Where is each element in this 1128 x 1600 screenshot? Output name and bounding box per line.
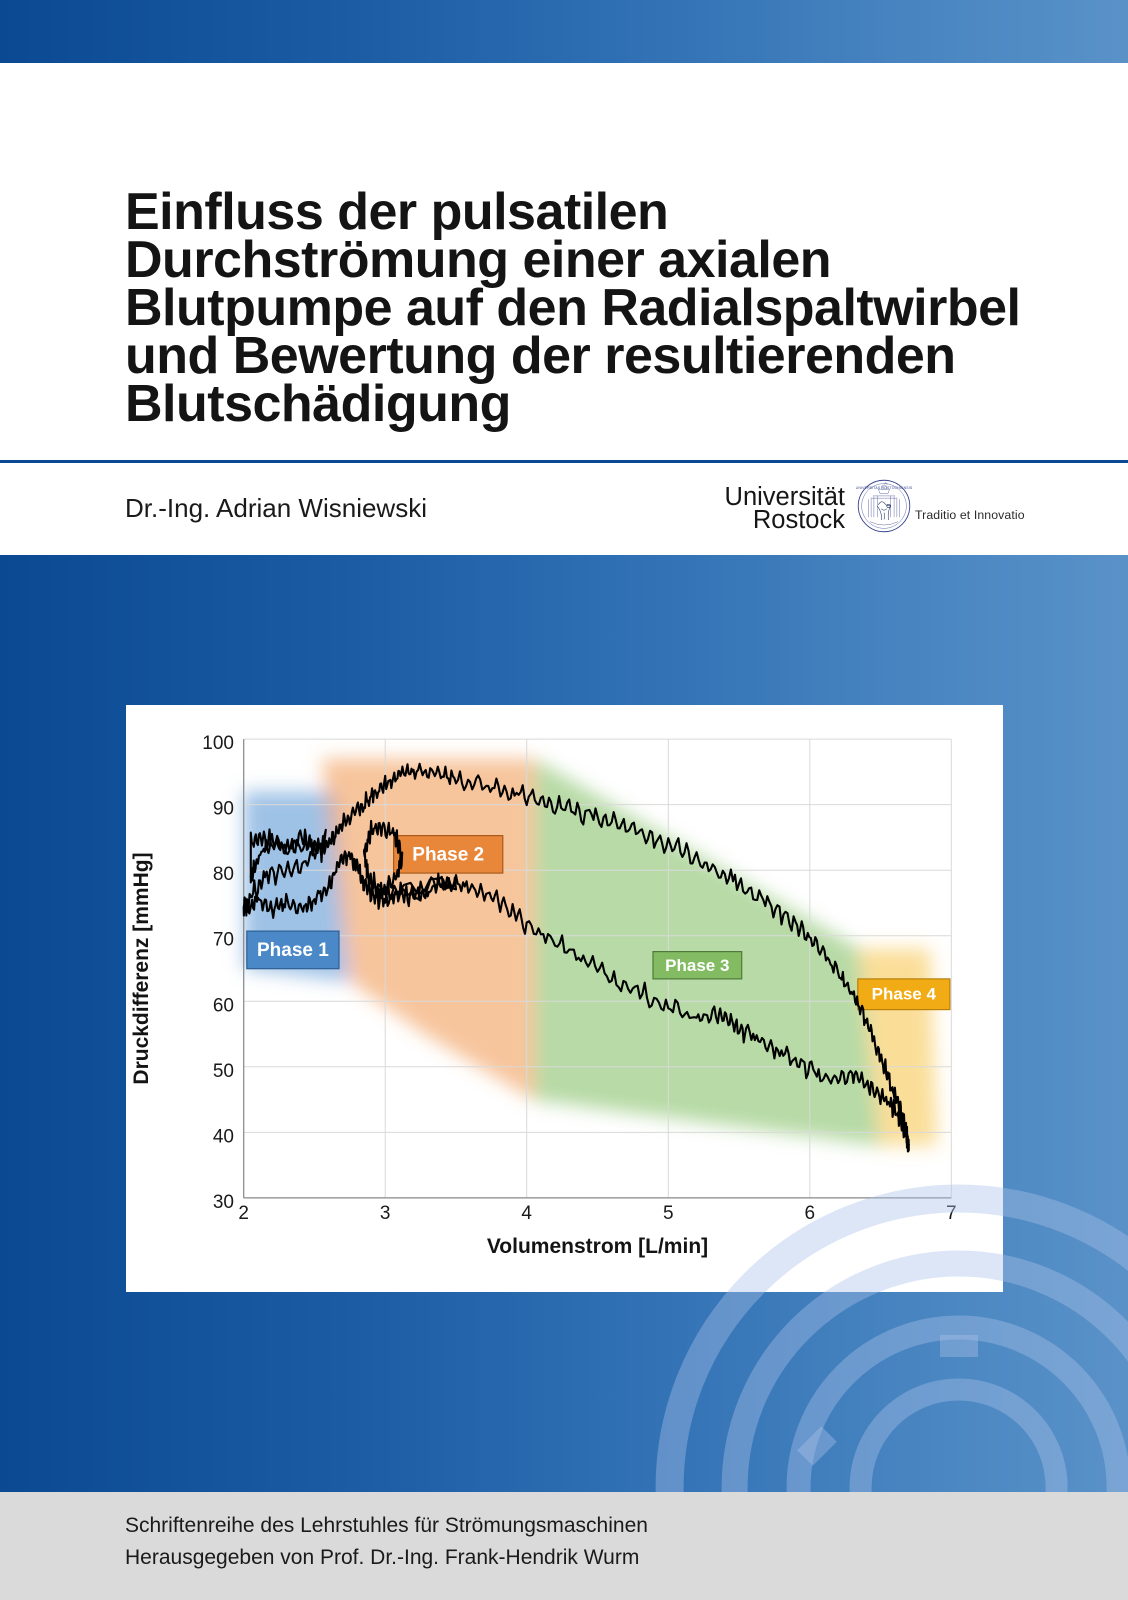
svg-text:7: 7 xyxy=(946,1203,957,1224)
svg-text:5: 5 xyxy=(663,1203,674,1224)
svg-text:Volumenstrom [L/min]: Volumenstrom [L/min] xyxy=(487,1235,708,1258)
svg-text:60: 60 xyxy=(213,995,234,1016)
svg-text:2: 2 xyxy=(238,1203,249,1224)
svg-text:Druckdifferenz [mmHg]: Druckdifferenz [mmHg] xyxy=(130,852,153,1084)
svg-text:3: 3 xyxy=(380,1203,391,1224)
svg-text:40: 40 xyxy=(213,1126,234,1147)
svg-text:100: 100 xyxy=(202,733,234,754)
svg-text:Phase 2: Phase 2 xyxy=(412,844,484,865)
svg-text:30: 30 xyxy=(213,1192,234,1213)
svg-text:50: 50 xyxy=(213,1061,234,1082)
svg-text:Phase 1: Phase 1 xyxy=(257,940,329,961)
svg-text:Phase 4: Phase 4 xyxy=(872,985,937,1004)
svg-text:80: 80 xyxy=(213,864,234,885)
svg-text:UNIVERSITAS ROSTOCHIENSIS: UNIVERSITAS ROSTOCHIENSIS xyxy=(856,486,912,490)
svg-text:70: 70 xyxy=(213,930,234,951)
svg-text:6: 6 xyxy=(805,1203,816,1224)
svg-text:4: 4 xyxy=(521,1203,532,1224)
svg-text:Phase 3: Phase 3 xyxy=(665,956,729,975)
svg-text:90: 90 xyxy=(213,799,234,820)
